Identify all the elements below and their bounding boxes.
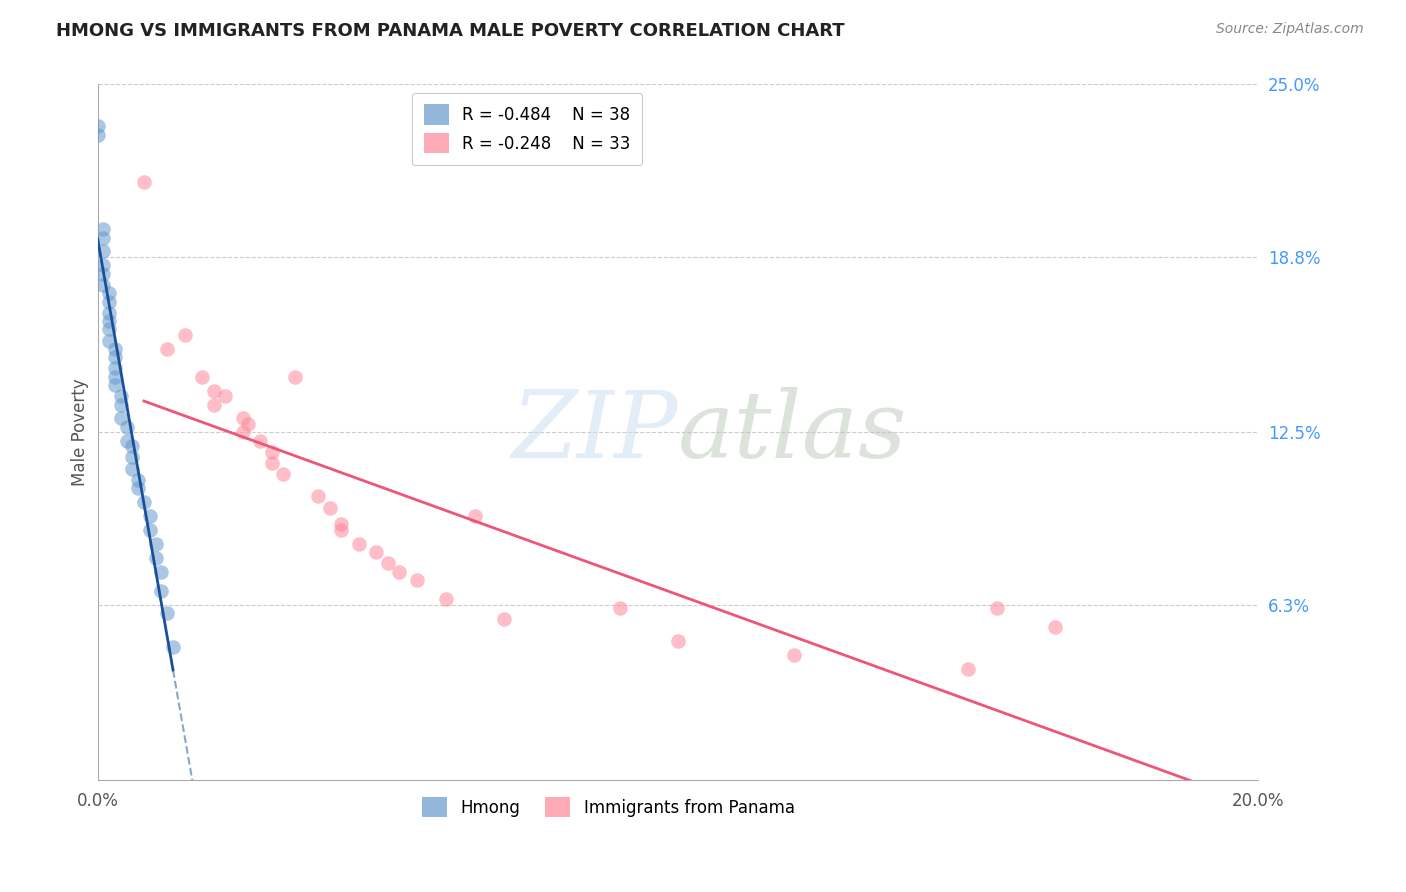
Point [405,573,427,587]
Point [121,461,143,475]
Point [249,434,271,448]
Point [957,662,980,676]
Point [104,378,127,392]
Text: ZIP: ZIP [512,387,678,477]
Point [260,445,283,459]
Point [127,473,149,487]
Point [1045,620,1067,634]
Point [110,389,132,403]
Point [330,523,353,537]
Point [347,537,370,551]
Point [98,286,121,301]
Point [609,600,631,615]
Point [388,565,411,579]
Point [121,450,143,465]
Point [93,267,115,281]
Point [86,119,108,133]
Point [232,411,254,425]
Point [260,456,283,470]
Y-axis label: Male Poverty: Male Poverty [72,378,89,486]
Point [162,640,184,654]
Point [132,175,155,189]
Point [202,384,225,398]
Point [232,425,254,440]
Point [93,244,115,259]
Point [104,350,127,364]
Point [86,128,108,142]
Point [139,523,162,537]
Point [464,508,486,523]
Point [139,508,162,523]
Point [666,634,689,648]
Point [238,417,260,431]
Point [173,328,195,343]
Point [434,592,457,607]
Point [986,600,1008,615]
Point [104,369,127,384]
Point [110,398,132,412]
Point [145,537,167,551]
Point [214,389,236,403]
Point [127,481,149,495]
Point [366,545,388,559]
Point [492,612,515,626]
Point [330,517,353,532]
Point [319,500,342,515]
Point [98,294,121,309]
Point [284,369,307,384]
Point [93,277,115,292]
Text: Source: ZipAtlas.com: Source: ZipAtlas.com [1216,22,1364,37]
Legend: Hmong, Immigrants from Panama: Hmong, Immigrants from Panama [415,790,801,824]
Point [110,411,132,425]
Point [115,434,138,448]
Point [150,565,173,579]
Point [783,648,806,662]
Point [121,439,143,453]
Point [93,222,115,236]
Point [104,342,127,356]
Text: atlas: atlas [678,387,907,477]
Point [98,314,121,328]
Point [145,550,167,565]
Point [307,489,329,503]
Point [93,258,115,272]
Point [115,419,138,434]
Point [150,584,173,599]
Point [156,607,179,621]
Point [156,342,179,356]
Point [104,361,127,376]
Point [191,369,214,384]
Point [98,334,121,348]
Point [93,230,115,244]
Point [98,322,121,336]
Point [202,398,225,412]
Text: HMONG VS IMMIGRANTS FROM PANAMA MALE POVERTY CORRELATION CHART: HMONG VS IMMIGRANTS FROM PANAMA MALE POV… [56,22,845,40]
Point [377,556,399,570]
Point [271,467,294,482]
Point [98,306,121,320]
Point [132,495,155,509]
